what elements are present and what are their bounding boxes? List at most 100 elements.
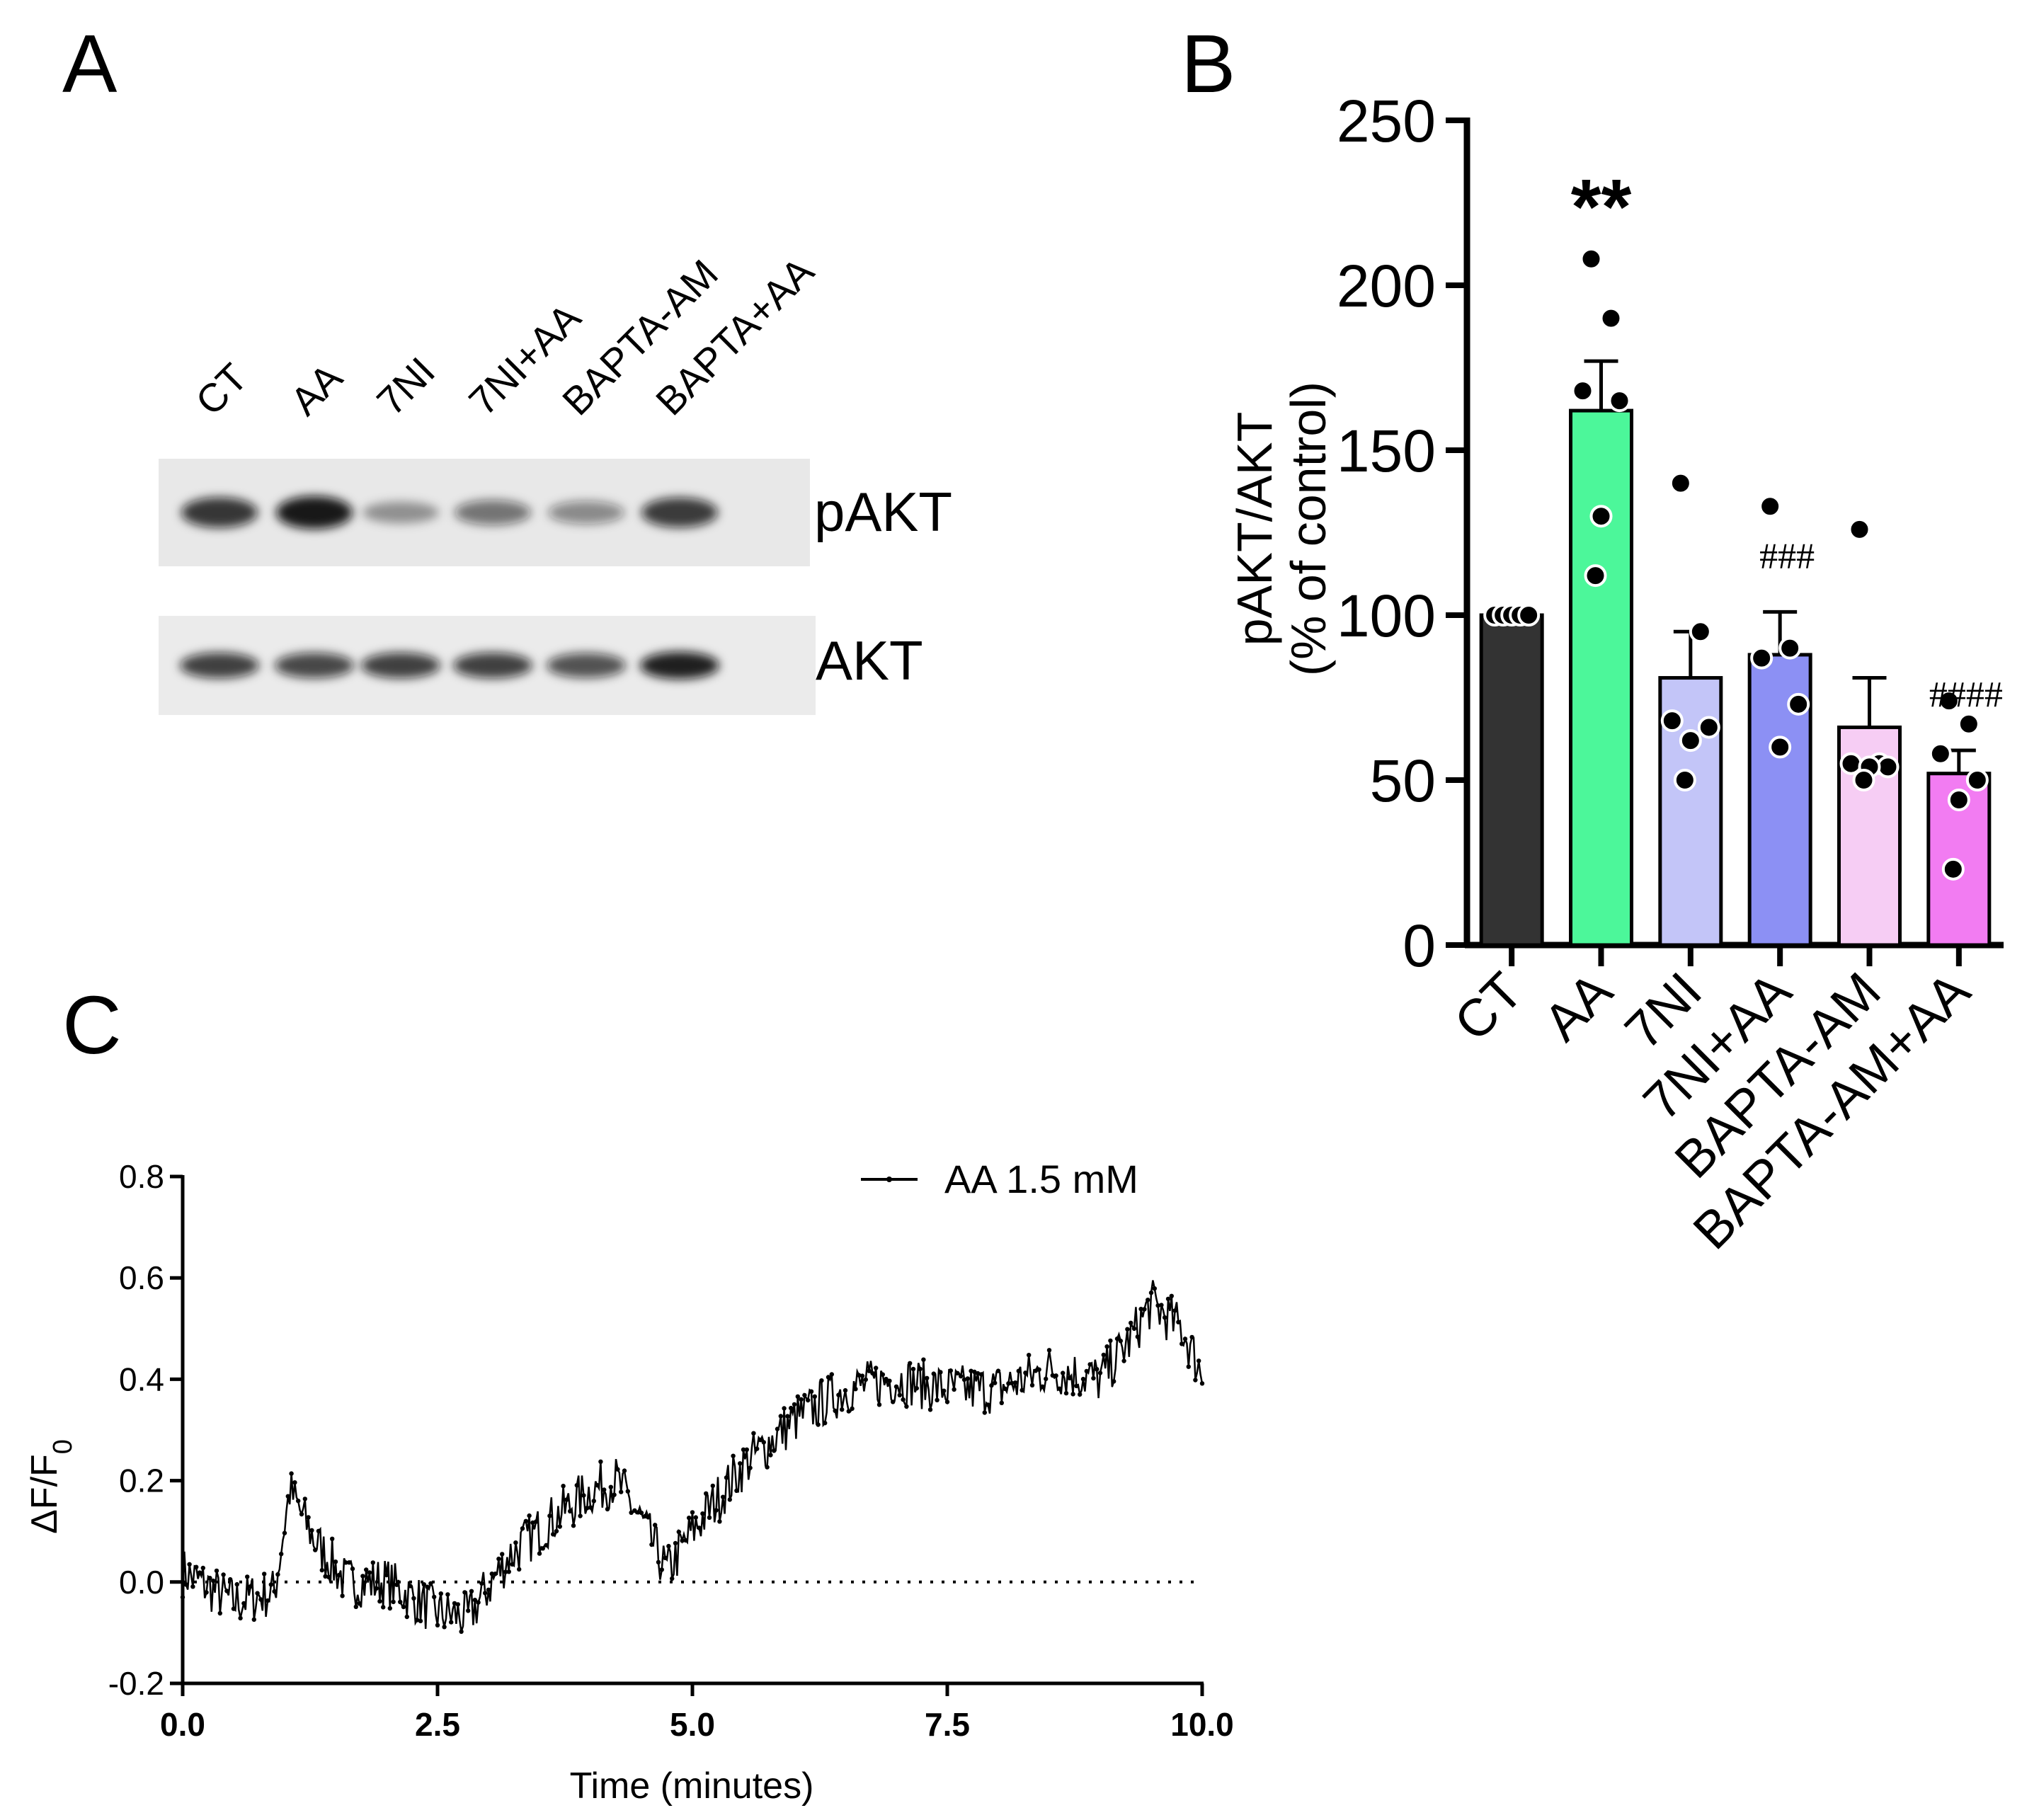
data-point — [1571, 379, 1594, 403]
trace-point — [629, 1510, 634, 1515]
data-point — [1929, 742, 1952, 765]
data-point — [1965, 769, 1989, 791]
trace-point — [367, 1570, 372, 1575]
trace-point — [384, 1572, 389, 1578]
trace-point — [408, 1584, 413, 1589]
trace-point — [646, 1515, 651, 1520]
trace-point — [955, 1370, 960, 1376]
trace-point — [961, 1377, 967, 1383]
trace-point — [1114, 1336, 1120, 1341]
trace-point — [1057, 1386, 1062, 1391]
trace-point — [758, 1437, 763, 1443]
panel-c-y-tick-label: 0.6 — [119, 1259, 164, 1296]
trace-point — [901, 1397, 906, 1402]
trace-point — [279, 1552, 284, 1557]
trace-point — [544, 1543, 549, 1547]
trace-point — [731, 1453, 736, 1458]
pakt-band — [181, 497, 258, 528]
trace-point — [659, 1567, 664, 1572]
trace-point — [727, 1497, 733, 1502]
panel-c-axes — [170, 1174, 1204, 1696]
data-point — [1669, 471, 1692, 495]
trace-point — [1020, 1387, 1024, 1393]
trace-point — [530, 1520, 535, 1526]
trace-point — [292, 1480, 297, 1485]
trace-point — [789, 1405, 794, 1411]
data-point — [1759, 495, 1782, 518]
panel-a-letter: A — [62, 18, 118, 110]
trace-point — [296, 1499, 301, 1504]
trace-point — [721, 1494, 726, 1499]
trace-point — [1016, 1368, 1022, 1373]
trace-point — [520, 1526, 525, 1531]
trace-point — [493, 1572, 498, 1576]
trace-point — [755, 1446, 760, 1451]
trace-point — [1050, 1373, 1056, 1378]
trace-point — [765, 1465, 770, 1470]
trace-point — [306, 1515, 311, 1520]
pakt-band — [641, 497, 718, 528]
trace-point — [965, 1376, 971, 1381]
trace-point — [1027, 1353, 1032, 1358]
data-point — [1689, 620, 1712, 643]
trace-point — [1169, 1293, 1175, 1299]
trace-point — [666, 1543, 671, 1549]
trace-point — [588, 1505, 593, 1510]
trace-point — [1061, 1370, 1066, 1375]
data-point — [1679, 729, 1702, 752]
trace-point — [867, 1368, 872, 1373]
trace-point — [619, 1489, 624, 1494]
trace-point — [710, 1483, 715, 1489]
trace-point — [571, 1523, 576, 1528]
trace-point — [523, 1518, 528, 1523]
trace-point — [302, 1496, 307, 1501]
trace-point — [972, 1369, 977, 1375]
trace-point — [1101, 1352, 1107, 1358]
trace-point — [326, 1574, 331, 1579]
data-point — [1517, 604, 1541, 626]
trace-point — [435, 1622, 440, 1627]
trace-point — [1070, 1392, 1075, 1397]
trace-point — [602, 1487, 607, 1492]
trace-point — [850, 1406, 855, 1412]
panel-b-bars — [1479, 359, 1992, 947]
trace-point — [411, 1596, 416, 1601]
trace-point — [1006, 1381, 1011, 1386]
trace-point — [1053, 1373, 1058, 1378]
trace-point — [748, 1465, 753, 1470]
trace-point — [500, 1552, 505, 1557]
data-point — [1750, 646, 1774, 670]
lane-label: 7NI — [368, 348, 443, 423]
panel-b-letter: B — [1181, 18, 1235, 110]
data-point — [1608, 389, 1631, 413]
trace-point — [472, 1598, 477, 1603]
trace-point — [1176, 1320, 1181, 1324]
trace-point — [925, 1375, 930, 1381]
significance-label: ** — [1571, 164, 1632, 251]
trace-point — [1159, 1303, 1164, 1307]
trace-point — [829, 1372, 835, 1377]
trace-point — [697, 1526, 702, 1530]
trace-point — [993, 1380, 998, 1385]
trace-point — [1148, 1290, 1154, 1295]
panel-b-ylabel-line2: (% of control) — [1281, 382, 1336, 676]
trace-point — [874, 1366, 879, 1370]
trace-point — [772, 1448, 777, 1453]
data-point — [1580, 247, 1603, 270]
data-point — [1852, 769, 1875, 791]
trace-point — [914, 1385, 920, 1391]
trace-point — [228, 1576, 233, 1582]
trace-point — [1131, 1326, 1137, 1332]
trace-point — [768, 1453, 773, 1458]
trace-point — [887, 1378, 892, 1383]
trace-point — [466, 1608, 471, 1613]
panel-b-y-tick-label: 100 — [1337, 583, 1436, 649]
trace-point — [989, 1383, 994, 1388]
trace-point — [364, 1567, 369, 1572]
trace-point — [190, 1584, 195, 1589]
akt-band — [453, 652, 532, 679]
trace-point — [908, 1361, 913, 1366]
trace-point — [194, 1564, 199, 1569]
